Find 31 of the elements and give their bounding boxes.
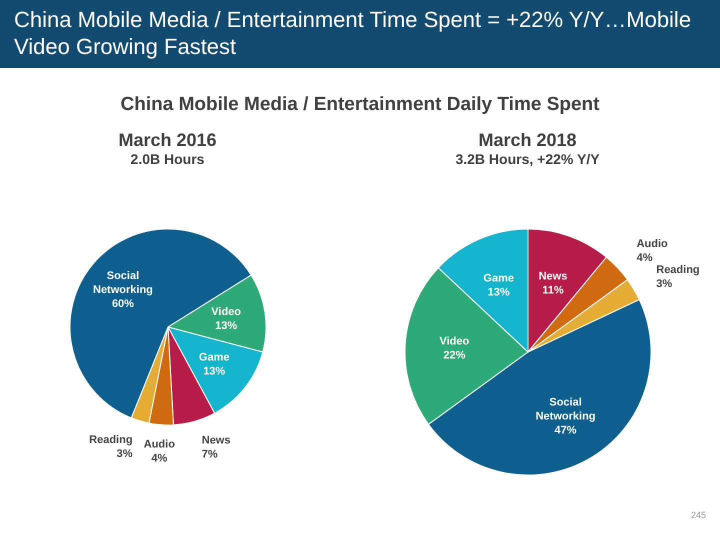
chart-subtitle: 2.0B Hours	[130, 151, 206, 167]
data-label: 13%	[214, 320, 237, 332]
slice-label: Audio	[636, 238, 668, 250]
data-label: 7%	[201, 448, 218, 460]
slice-label: Game	[198, 351, 229, 364]
slice-label: Reading	[88, 434, 132, 446]
data-label: 3%	[116, 448, 132, 460]
chart-title: March 2016	[117, 130, 218, 151]
slice-label: Social Networking	[92, 270, 152, 296]
data-label: 4%	[636, 252, 652, 264]
slice-label: Reading	[656, 264, 700, 276]
chart-title: March 2018	[477, 130, 578, 151]
slice-label: Social Networking	[535, 396, 596, 423]
data-label: 60%	[111, 298, 134, 310]
data-label: 3%	[656, 278, 672, 290]
data-label: 47%	[554, 424, 576, 437]
data-label: 4%	[150, 452, 168, 465]
text: China Mobile Media / Entertainment Time Spent = +22% Y/Y…Mobile Video Growing Fastest	[0, 0, 720, 68]
data-label: 13%	[487, 286, 510, 298]
data-label: 13%	[202, 365, 225, 378]
slice-label: News	[201, 434, 230, 446]
slice-label: Audio	[143, 438, 175, 451]
slice-label: Game	[482, 272, 514, 284]
chart-subtitle: 3.2B Hours, +22% Y/Y	[454, 151, 601, 167]
slice-label: Video	[210, 306, 241, 318]
data-label: 11%	[542, 284, 564, 297]
text: China Mobile Media / Entertainment Daily Time Spent	[120, 94, 600, 116]
text: 245	[690, 510, 706, 520]
slice-label: News	[538, 270, 567, 283]
data-label: 22%	[442, 349, 466, 362]
slice-label: Video	[438, 335, 469, 348]
